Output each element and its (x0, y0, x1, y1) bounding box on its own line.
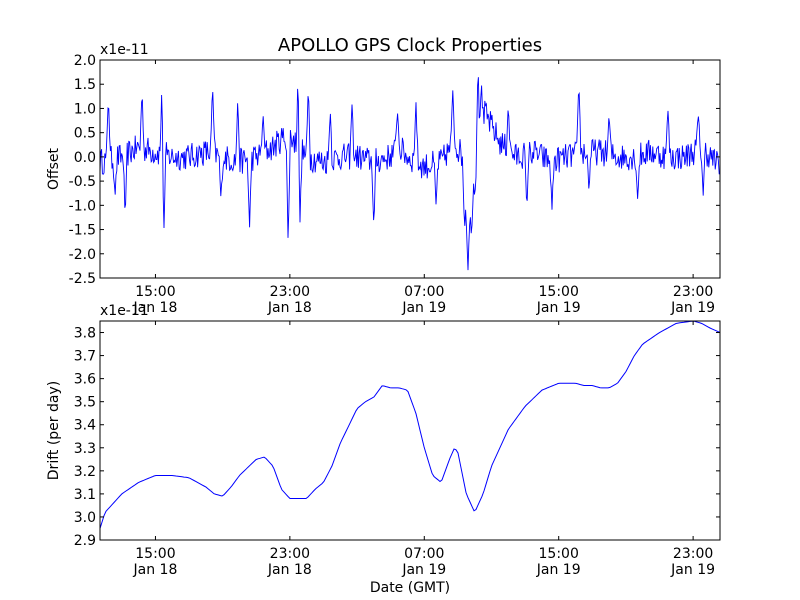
axes-frame (99, 320, 721, 541)
x-tick-date: Jan 18 (133, 300, 178, 316)
x-tick-time: 23:00 (270, 546, 310, 562)
x-tick-date: Jan 18 (267, 562, 312, 578)
y-tick-label: 3.6 (74, 372, 96, 388)
y-axis-label: Drift (per day) (46, 381, 62, 480)
x-tick-time: 15:00 (539, 284, 579, 300)
x-tick-date: Jan 19 (401, 300, 446, 316)
y-tick-label: 3.0 (74, 510, 96, 526)
x-tick-time: 23:00 (270, 284, 310, 300)
x-tick-date: Jan 19 (536, 300, 581, 316)
y-tick-label: 3.5 (74, 395, 96, 411)
y-tick-label: 2.0 (74, 53, 96, 69)
y-tick-label: 1.0 (74, 101, 96, 117)
x-axis-label: Date (GMT) (370, 580, 450, 596)
x-tick-time: 15:00 (135, 546, 175, 562)
x-tick-date: Jan 19 (670, 562, 715, 578)
y-tick-label: 0.0 (74, 150, 96, 166)
y-offset-text: x1e-11 (100, 42, 149, 58)
y-tick-label: -2.0 (69, 247, 96, 263)
y-tick-label: -1.5 (69, 223, 96, 239)
x-tick-time: 23:00 (673, 546, 713, 562)
y-tick-label: 3.3 (74, 441, 96, 457)
x-tick-date: Jan 19 (670, 300, 715, 316)
y-axis-label: Offset (46, 147, 62, 190)
x-tick-time: 15:00 (539, 546, 579, 562)
x-tick-time: 15:00 (135, 284, 175, 300)
y-tick-label: 3.4 (74, 418, 96, 434)
y-tick-label: 3.2 (74, 464, 96, 480)
y-tick-label: 3.8 (74, 326, 96, 342)
x-tick-date: Jan 19 (536, 562, 581, 578)
y-tick-label: -1.0 (69, 198, 96, 214)
y-offset-text: x1e-11 (100, 303, 149, 319)
chart-title: APOLLO GPS Clock Properties (278, 35, 542, 56)
x-tick-date: Jan 18 (267, 300, 312, 316)
offset-panel: -2.5 -2.0 -1.5 -1.0 -0.5 0.0 0.5 1.0 1.5 2.0 15:00… (46, 42, 721, 316)
y-tick-label: 3.7 (74, 349, 96, 365)
x-tick-time: 23:00 (673, 284, 713, 300)
x-tick-time: 07:00 (404, 546, 444, 562)
x-tick-date: Jan 19 (401, 562, 446, 578)
y-tick-label: 2.9 (74, 533, 96, 549)
axes-frame (99, 59, 721, 279)
series-line (99, 77, 721, 271)
y-tick-label: -2.5 (69, 271, 96, 287)
y-tick-label: 0.5 (74, 126, 96, 142)
x-tick-time: 07:00 (404, 284, 444, 300)
y-tick-label: 1.5 (74, 77, 96, 93)
x-tick-date: Jan 18 (133, 562, 178, 578)
y-tick-label: 3.1 (74, 487, 96, 503)
series-line (99, 320, 721, 529)
y-tick-label: -0.5 (69, 174, 96, 190)
